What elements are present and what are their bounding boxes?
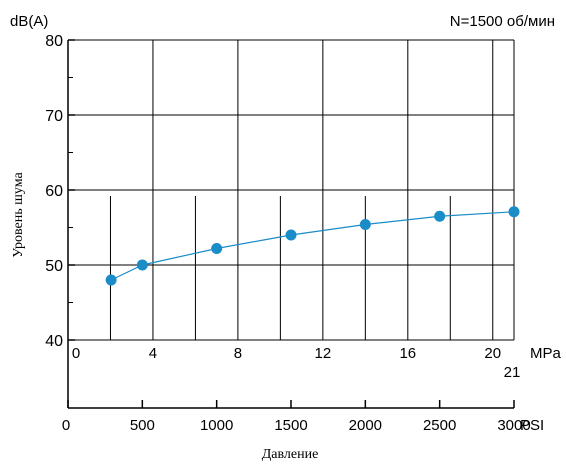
psi-tick-label-3: 1500 [274, 417, 307, 434]
y-tick-label-4: 80 [45, 33, 63, 50]
mpa-tick-label-1: 4 [149, 345, 157, 362]
data-point-2 [211, 243, 223, 254]
mpa-extra-label: 21 [504, 364, 521, 381]
data-point-3 [285, 229, 297, 241]
psi-axis: 0 500 1000 1500 2000 2500 3000 [62, 400, 531, 434]
y-tick-label-1: 50 [45, 258, 63, 275]
grid-lines [68, 39, 514, 341]
psi-tick-label-2: 1000 [200, 417, 233, 434]
y-tick-label-2: 60 [45, 183, 63, 200]
data-point-4 [359, 219, 371, 230]
psi-tick-label-4: 2000 [349, 417, 382, 434]
y-tick-label-3: 70 [45, 108, 63, 125]
x-axis-title: Давление [262, 447, 319, 462]
axes [67, 39, 515, 341]
psi-tick-label-6: 3000 [497, 417, 530, 434]
mpa-tick-label-0: 0 [72, 345, 80, 362]
y-axis-title: Уровень шума [11, 172, 26, 258]
series-layer [105, 206, 520, 286]
mpa-unit-label: MPa [530, 345, 562, 362]
mpa-tick-label-4: 16 [399, 345, 416, 362]
psi-tick-label-1: 500 [130, 417, 155, 434]
data-point-6 [508, 206, 520, 218]
y-unit-label: dB(A) [10, 13, 48, 30]
data-point-5 [434, 210, 446, 222]
data-point-1 [136, 259, 148, 271]
mpa-tick-label-5: 20 [484, 345, 501, 362]
mpa-tick-label-2: 8 [234, 345, 242, 362]
annotation-speed: N=1500 об/мин [450, 13, 555, 30]
psi-unit-label: PSI [520, 417, 544, 434]
mpa-axis: 0 4 8 12 16 20 [67, 340, 501, 408]
psi-tick-label-0: 0 [62, 417, 70, 434]
psi-tick-label-5: 2500 [423, 417, 456, 434]
y-tick-label-0: 40 [45, 333, 63, 350]
mpa-tick-label-3: 12 [315, 345, 332, 362]
data-point-0 [105, 274, 117, 286]
series-line [110, 211, 515, 281]
y-tick-labels: 40 50 60 70 80 [45, 33, 63, 350]
